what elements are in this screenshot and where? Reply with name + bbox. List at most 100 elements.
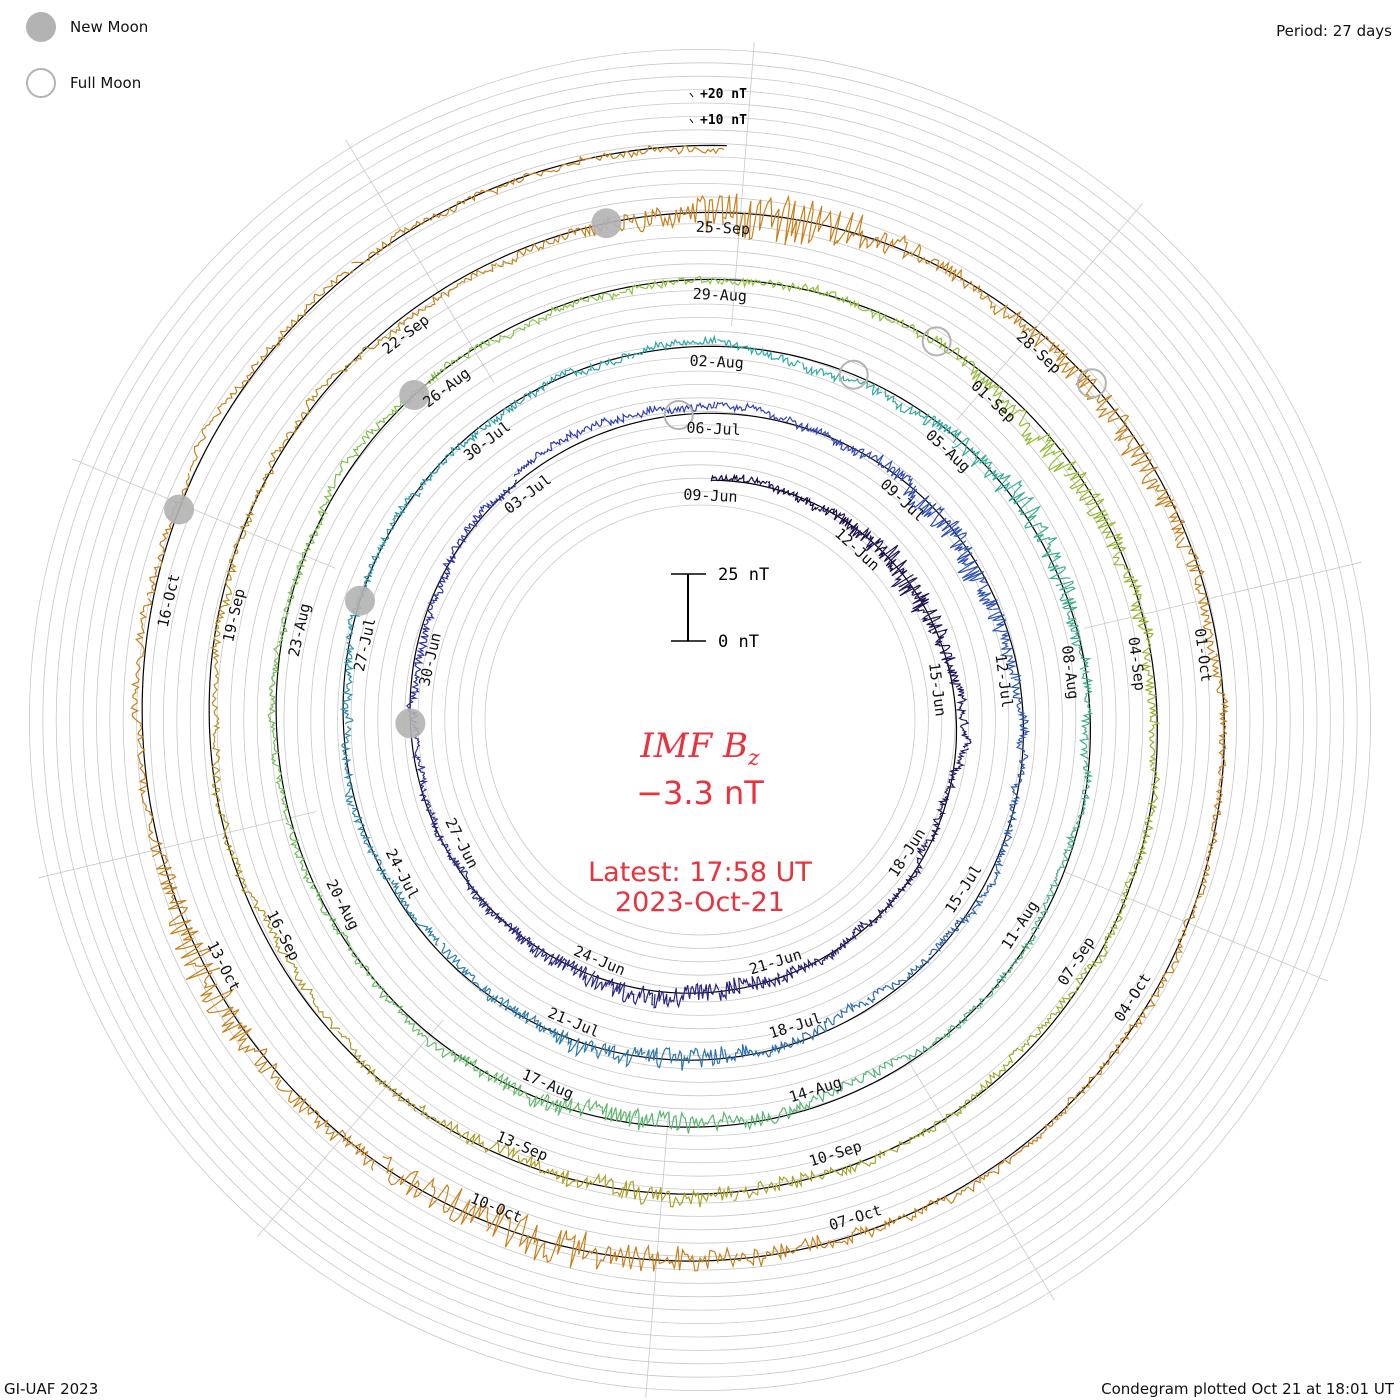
date-label: 19-Sep	[219, 587, 248, 644]
bz-segment	[146, 473, 190, 596]
date-label: 15-Jun	[925, 661, 950, 717]
new-moon-marker	[591, 208, 622, 239]
radial-spoke	[956, 203, 1143, 421]
date-label: 09-Jul	[877, 475, 929, 525]
ring-label: +10 nT	[700, 113, 747, 128]
legend-new-moon: New Moon	[26, 12, 148, 42]
bz-segment	[218, 501, 255, 614]
bz-segment	[724, 1036, 802, 1063]
bz-segment	[851, 447, 914, 496]
bz-segment	[955, 686, 972, 749]
grid-ring	[457, 477, 943, 963]
full-moon-icon	[26, 68, 56, 98]
ring-label: +20 nT	[700, 87, 747, 102]
grid-ring	[96, 116, 1304, 1324]
radial-spoke	[345, 139, 495, 384]
bz-segment	[210, 612, 225, 727]
bz-segment	[1176, 537, 1216, 656]
grid-ring	[82, 102, 1318, 1338]
new-moon-marker	[164, 494, 195, 525]
bz-segment	[567, 1037, 646, 1068]
bz-segment	[464, 479, 518, 529]
chart-title: IMF Bz	[0, 726, 1400, 771]
grid-ring	[122, 142, 1278, 1298]
bz-segment	[619, 275, 722, 296]
bz-segment	[867, 957, 930, 1004]
bz-series	[130, 144, 1229, 1272]
bz-segment	[717, 338, 801, 367]
latest-time: Latest: 17:58 UT 2023-Oct-21	[0, 858, 1400, 918]
bz-segment	[281, 533, 318, 627]
bz-segment	[954, 540, 999, 611]
bz-segment	[767, 481, 819, 512]
bz-segment	[1067, 1006, 1149, 1102]
grid-ring	[29, 49, 1371, 1391]
zero-baseline-spiral	[141, 144, 1225, 1262]
grid-ring	[216, 236, 1184, 1204]
date-label: 13-Sep	[494, 1127, 551, 1165]
new-moon-marker	[345, 585, 375, 616]
bz-segment	[860, 1182, 975, 1239]
new-moon-marker	[395, 708, 426, 739]
bz-segment	[949, 268, 1050, 348]
plotted-timestamp: Condegram plotted Oct 21 at 18:01 UT	[1101, 1380, 1394, 1398]
bz-segment	[513, 429, 574, 477]
bz-segment	[441, 942, 499, 1004]
bz-segment	[1197, 774, 1225, 896]
grid-ring	[484, 504, 916, 936]
bz-segment	[1055, 580, 1092, 670]
bz-segment	[865, 535, 914, 588]
grid-ring	[471, 491, 929, 949]
chart-title-main: IMF B	[640, 726, 749, 766]
bz-segment	[620, 1180, 734, 1208]
grid-ring	[323, 343, 1077, 1097]
bz-segment	[720, 277, 823, 296]
bz-segment	[276, 1079, 376, 1171]
scale-bar: 25 nT 0 nT	[671, 565, 769, 652]
bz-segment	[339, 641, 355, 725]
bz-segment	[987, 608, 1022, 680]
bz-segment	[337, 1030, 417, 1112]
date-label: 10-Oct	[468, 1189, 525, 1227]
radial-spoke	[1084, 561, 1362, 629]
grid-ring	[337, 357, 1063, 1083]
bz-segment	[1113, 563, 1154, 663]
bz-segment	[477, 381, 549, 431]
bz-segment	[631, 334, 717, 359]
grid-ring	[444, 464, 956, 976]
moon-markers	[164, 208, 1107, 739]
bz-segment	[816, 1056, 901, 1104]
ring-label-tick	[689, 92, 694, 98]
bz-segment	[453, 1053, 545, 1108]
grid-ring	[270, 290, 1130, 1150]
bz-segment	[1031, 849, 1073, 931]
bz-segment	[884, 390, 962, 444]
radial-spoke	[38, 811, 316, 879]
new-moon-icon	[26, 12, 56, 42]
grid-ring	[42, 62, 1358, 1378]
grid-rings	[29, 49, 1371, 1391]
bz-segment	[436, 326, 526, 377]
radial-spoke	[71, 458, 336, 569]
date-label: 05-Aug	[922, 426, 974, 476]
bz-segment	[785, 415, 855, 452]
bz-segment	[836, 908, 884, 954]
bz-segment	[606, 194, 724, 233]
bz-segment	[549, 352, 630, 383]
grid-ring	[149, 169, 1251, 1271]
grid-ring	[363, 383, 1037, 1057]
latest-date-line: 2023-Oct-21	[615, 887, 785, 918]
bz-segment	[351, 198, 466, 264]
legend-new-moon-label: New Moon	[70, 18, 149, 36]
bz-segment	[137, 726, 164, 858]
bz-segment	[916, 329, 1005, 397]
bz-segment	[898, 577, 943, 634]
bz-segment	[1117, 435, 1187, 542]
bz-segment	[610, 1244, 738, 1272]
bz-segment	[436, 528, 471, 594]
bz-segment	[733, 1166, 843, 1202]
grid-ring	[350, 370, 1050, 1070]
bz-segment	[486, 1205, 612, 1270]
date-label: 24-Jun	[571, 942, 628, 980]
bz-segment	[937, 748, 969, 806]
